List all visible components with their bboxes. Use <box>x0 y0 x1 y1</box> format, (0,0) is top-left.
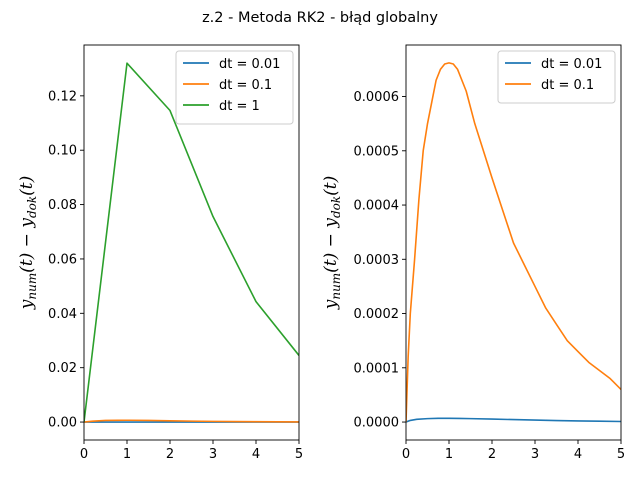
axes-frame <box>83 44 300 441</box>
x-tick-label: 1 <box>445 447 453 462</box>
legend-box <box>497 50 616 104</box>
legend-label: dt = 0.01 <box>219 57 280 72</box>
y-tick-label: 0.0006 <box>354 90 400 105</box>
series-line-1 <box>406 62 621 423</box>
axes-frame <box>405 44 622 441</box>
y-tick-label: 0.02 <box>48 361 77 376</box>
y-tick-label: 0.04 <box>48 307 77 322</box>
x-tick-label: 0 <box>402 447 410 462</box>
y-tick-label: 0.0000 <box>354 416 400 431</box>
legend-label: dt = 1 <box>219 99 260 114</box>
y-tick-label: 0.0003 <box>354 253 400 268</box>
series-line-2 <box>84 62 299 423</box>
y-tick-label: 0.06 <box>48 252 77 267</box>
legend-label: dt = 0.1 <box>219 78 272 93</box>
figure-title: z.2 - Metoda RK2 - błąd globalny <box>202 10 438 26</box>
legend: dt = 0.01 dt = 0.1 dt = 1 <box>175 50 294 125</box>
x-tick-label: 2 <box>166 447 174 462</box>
x-tick-label: 3 <box>531 447 539 462</box>
y-tick-label: 0.0001 <box>354 361 400 376</box>
y-tick-label: 0.00 <box>48 416 77 431</box>
x-tick-label: 4 <box>252 447 260 462</box>
y-tick-label: 0.12 <box>48 89 77 104</box>
left-panel: 0 1 2 3 4 5 0.00 0.02 0.04 0.06 0.08 0.10 0.12 ynum(t… <box>17 44 303 462</box>
y-tick-label: 0.0005 <box>354 144 400 159</box>
x-tick-label: 3 <box>209 447 217 462</box>
series-line-0 <box>406 417 621 423</box>
y-tick-label: 0.0002 <box>354 307 400 322</box>
y-tick-label: 0.10 <box>48 144 77 159</box>
y-tick-label: 0.08 <box>48 198 77 213</box>
y-axis-label: ynum(t) − ydok(t) <box>17 176 39 311</box>
legend: dt = 0.01 dt = 0.1 <box>497 50 616 104</box>
y-tick-label: 0.0004 <box>354 199 400 214</box>
x-tick-label: 5 <box>617 447 625 462</box>
x-tick-label: 5 <box>295 447 303 462</box>
legend-label: dt = 0.01 <box>541 57 602 72</box>
x-tick-label: 1 <box>123 447 131 462</box>
series-line-1 <box>84 419 299 423</box>
x-tick-label: 0 <box>80 447 88 462</box>
x-tick-label: 4 <box>574 447 582 462</box>
legend-label: dt = 0.1 <box>541 78 594 93</box>
right-panel: 0 1 2 3 4 5 0.0000 0.0001 0.0002 0.0003 0.0004 0.00… <box>321 44 625 462</box>
x-tick-label: 2 <box>488 447 496 462</box>
y-axis-label: ynum(t) − ydok(t) <box>321 176 343 311</box>
